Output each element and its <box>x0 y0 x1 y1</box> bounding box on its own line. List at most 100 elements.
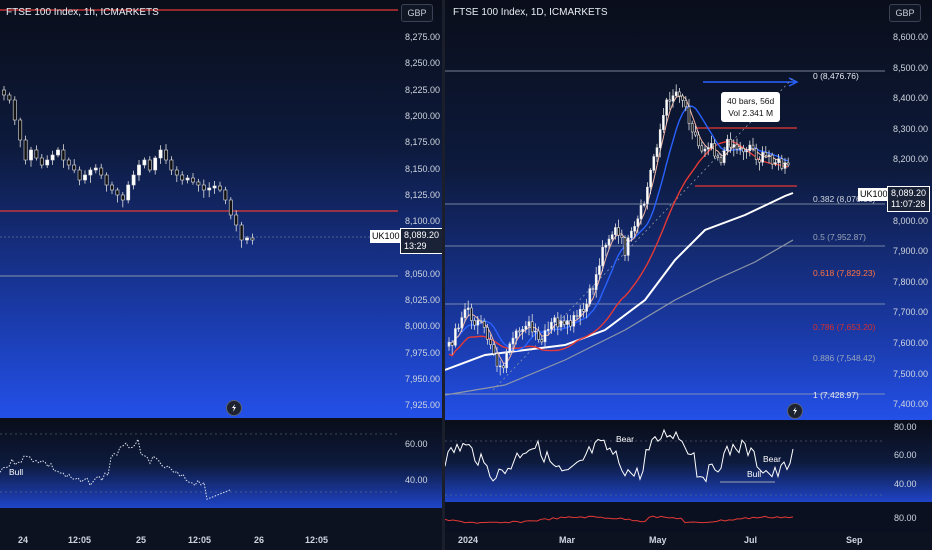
candle-body <box>66 159 71 166</box>
candle-body <box>239 224 244 241</box>
candle-body <box>450 341 454 346</box>
candle-body <box>543 330 547 343</box>
candle-body <box>636 218 640 227</box>
candle-body <box>110 184 114 191</box>
candle-body <box>646 186 649 205</box>
candle-body <box>550 321 553 330</box>
candle-body <box>620 234 624 238</box>
candle-body <box>684 99 688 108</box>
time-tick: 12:05 <box>305 535 329 545</box>
candle-body <box>598 265 601 275</box>
candle-body <box>777 158 780 163</box>
candle-body <box>88 169 93 176</box>
candle-body <box>540 339 544 343</box>
right-chart-panel[interactable]: FTSE 100 Index, 1D, ICMARKETS GBP 8,600.… <box>445 0 932 550</box>
candle-body <box>722 150 726 163</box>
price-tick: 8,200.00 <box>893 154 929 165</box>
candle-body <box>690 123 694 133</box>
price-tick: 8,400.00 <box>893 93 929 104</box>
osc-tick-40: 40.00 <box>894 479 917 489</box>
lower-tick-80: 80.00 <box>894 513 917 523</box>
candle-body <box>223 189 228 201</box>
candle-body <box>764 152 768 156</box>
candle-body <box>626 237 630 256</box>
currency-button[interactable]: GBP <box>401 4 433 22</box>
candle-body <box>652 156 656 171</box>
candle-body <box>735 144 739 150</box>
tradingview-logo-icon[interactable] <box>226 400 242 416</box>
left-chart-canvas[interactable] <box>0 0 442 550</box>
currency-button[interactable]: GBP <box>889 4 921 22</box>
candle-body <box>524 325 528 330</box>
left-chart-panel[interactable]: FTSE 100 Index, 1h, ICMARKETS GBP 8,275.… <box>0 0 442 550</box>
candle-body <box>83 174 87 181</box>
candle-body <box>716 155 720 158</box>
pane-divider[interactable] <box>442 0 445 550</box>
candle-body <box>147 159 152 171</box>
price-tick: 7,600.00 <box>893 338 929 348</box>
candle-body <box>578 309 582 317</box>
candle-body <box>479 320 483 322</box>
price-tick: 7,925.00 <box>405 400 441 411</box>
bar-countdown: 13:29 <box>404 241 427 251</box>
candle-body <box>633 226 636 232</box>
candle-body <box>466 307 470 310</box>
candle-body <box>511 337 515 345</box>
candle-body <box>476 320 480 326</box>
candle-body <box>470 307 473 321</box>
candle-body <box>77 169 82 181</box>
candle-body <box>29 149 33 161</box>
candle-body <box>518 330 521 333</box>
candle-body <box>575 315 579 317</box>
candle-body <box>572 315 576 327</box>
price-tick: 7,950.00 <box>405 373 441 384</box>
candle-body <box>93 167 98 171</box>
right-candles <box>447 84 790 376</box>
price-tick: 8,175.00 <box>405 137 441 148</box>
candle-body <box>594 274 598 290</box>
candle-body <box>502 365 505 369</box>
price-tick: 8,600.00 <box>893 32 929 42</box>
fib-level-label: 0 (8,476.76) <box>813 71 859 81</box>
candle-body <box>674 91 678 97</box>
time-tick: 24 <box>18 535 29 545</box>
right-chart-canvas[interactable] <box>445 0 932 550</box>
candle-body <box>115 189 120 196</box>
bull-label: Bull <box>9 467 24 477</box>
candle-body <box>191 177 195 183</box>
candle-body <box>72 164 77 171</box>
candle-body <box>218 185 222 191</box>
candle-body <box>678 91 681 97</box>
candle-body <box>617 227 620 236</box>
candle-body <box>604 244 608 248</box>
price-tick: 8,275.00 <box>405 32 441 42</box>
chart-title: FTSE 100 Index, 1D, ICMARKETS <box>453 7 608 18</box>
candle-body <box>655 147 659 157</box>
ma-200-line <box>445 239 794 396</box>
price-tick: 8,250.00 <box>405 58 441 69</box>
candle-body <box>665 99 668 116</box>
candle-body <box>18 119 23 141</box>
candle-body <box>2 89 6 96</box>
price-tick: 8,000.00 <box>405 321 441 332</box>
price-tick: 8,200.00 <box>405 110 441 121</box>
ma-20-line <box>448 105 789 351</box>
candle-body <box>530 321 534 333</box>
price-tick: 8,125.00 <box>405 189 441 200</box>
time-tick: 26 <box>254 535 265 545</box>
candle-body <box>582 309 585 312</box>
price-tick: 8,100.00 <box>405 216 441 227</box>
tradingview-logo-icon[interactable] <box>787 403 803 419</box>
price-tick: 8,300.00 <box>893 123 929 134</box>
osc-tick-60: 60.00 <box>894 450 917 460</box>
candle-body <box>521 329 524 333</box>
candle-body <box>546 329 550 331</box>
candle-body <box>39 157 44 166</box>
candle-body <box>729 138 732 148</box>
candle-body <box>562 320 566 325</box>
candle-body <box>158 149 163 159</box>
candle-body <box>245 237 249 241</box>
candle-body <box>774 162 777 165</box>
fib-level-label: 1 (7,428.97) <box>813 390 859 400</box>
fib-level-label: 0.382 (8,076.56) <box>813 194 876 204</box>
